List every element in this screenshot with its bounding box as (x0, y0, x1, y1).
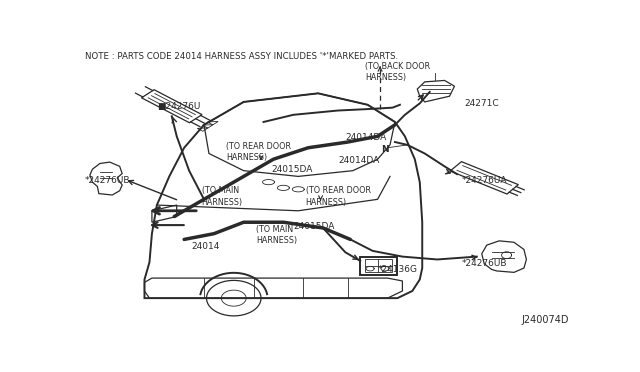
Bar (360, 257, 397, 275)
Text: NOTE : PARTS CODE 24014 HARNESS ASSY INCLUDES '*'MARKED PARTS.: NOTE : PARTS CODE 24014 HARNESS ASSY INC… (85, 52, 398, 61)
Text: 24271C: 24271C (465, 99, 499, 108)
Text: 24014: 24014 (191, 242, 220, 251)
Bar (365, 260, 392, 272)
Text: (TO REAR DOOR
HARNESS): (TO REAR DOOR HARNESS) (227, 142, 291, 162)
Text: ■24276U: ■24276U (157, 102, 200, 111)
Text: 24015DA: 24015DA (271, 165, 312, 174)
Text: *24276UB: *24276UB (462, 259, 508, 268)
Text: *24276UA: *24276UA (462, 176, 508, 185)
Text: J240074D: J240074D (521, 315, 568, 325)
Text: 24014DA: 24014DA (338, 156, 379, 165)
Text: (TO MAIN
HARNESS): (TO MAIN HARNESS) (202, 186, 243, 206)
Text: 24014DA: 24014DA (346, 133, 387, 142)
Text: (TO BACK DOOR
HARNESS): (TO BACK DOOR HARNESS) (365, 62, 430, 82)
Text: N: N (381, 145, 389, 154)
Text: 24015DA: 24015DA (293, 222, 335, 231)
Text: (TO REAR DOOR
HARNESS): (TO REAR DOOR HARNESS) (306, 186, 371, 206)
Text: *24276UB: *24276UB (85, 176, 131, 185)
Text: (TO MAIN
HARNESS): (TO MAIN HARNESS) (256, 225, 297, 245)
Text: *24136G: *24136G (378, 265, 417, 274)
